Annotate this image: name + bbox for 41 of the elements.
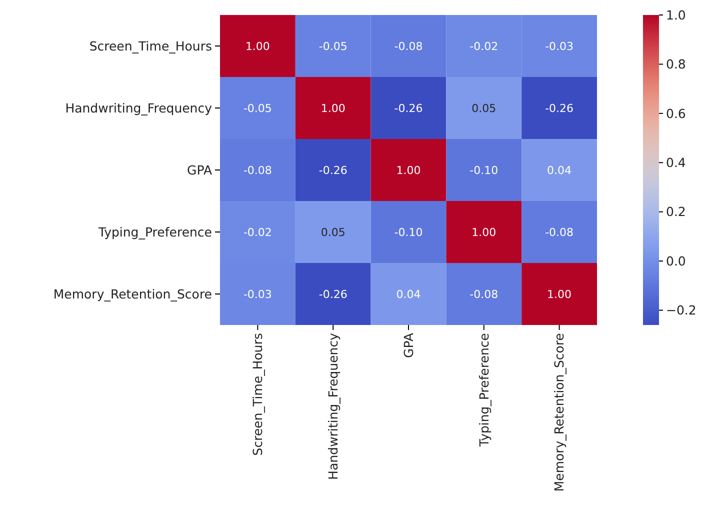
y-tick-label: Handwriting_Frequency	[65, 100, 213, 116]
data-label: -0.26	[318, 164, 348, 177]
color-bar-label: 1.0	[666, 7, 686, 22]
data-label: 1.00	[396, 164, 421, 177]
color-bar-label: 0.6	[666, 106, 686, 121]
data-label: -0.26	[318, 288, 348, 301]
y-tick-label: GPA	[187, 162, 212, 178]
y-tick-label: Memory_Retention_Score	[53, 286, 212, 302]
data-label: 1.00	[547, 288, 572, 301]
data-label: -0.10	[470, 164, 498, 177]
color-bar-label: −0.2	[666, 302, 696, 318]
color-bar-label: 0.8	[666, 56, 686, 72]
data-label: -0.08	[545, 226, 574, 239]
x-tick-label: Handwriting_Frequency	[325, 332, 340, 480]
x-tick-label: Typing_Preference	[476, 332, 492, 448]
data-label: -0.26	[394, 102, 423, 115]
data-label: 1.00	[245, 40, 270, 53]
data-label: -0.08	[243, 164, 272, 177]
data-label: -0.03	[545, 40, 574, 53]
x-tick-label: GPA	[400, 332, 416, 358]
color-bar-label: 0.0	[666, 253, 686, 268]
data-label: -0.08	[470, 288, 498, 301]
data-label: 0.05	[320, 226, 346, 239]
data-label: 1.00	[320, 102, 346, 115]
y-tick-label: Typing_Preference	[97, 224, 212, 240]
data-label: 0.04	[547, 164, 572, 177]
data-label: -0.10	[394, 226, 423, 239]
data-label: 1.00	[472, 226, 496, 239]
data-label: -0.26	[545, 102, 574, 115]
data-label: -0.02	[243, 226, 272, 239]
y-tick-label: Screen_Time_Hours	[89, 38, 212, 54]
data-label: 0.04	[396, 288, 421, 301]
data-label: 0.05	[472, 102, 496, 115]
x-tick-label: Memory_Retention_Score	[552, 332, 567, 492]
data-label: -0.05	[318, 40, 348, 53]
data-label: -0.08	[394, 40, 423, 53]
color-bar-label: 0.2	[666, 204, 686, 220]
data-label: -0.03	[243, 288, 272, 301]
data-label: -0.02	[470, 40, 498, 53]
data-label: -0.05	[243, 102, 272, 115]
color-bar-label: 0.4	[666, 154, 686, 170]
